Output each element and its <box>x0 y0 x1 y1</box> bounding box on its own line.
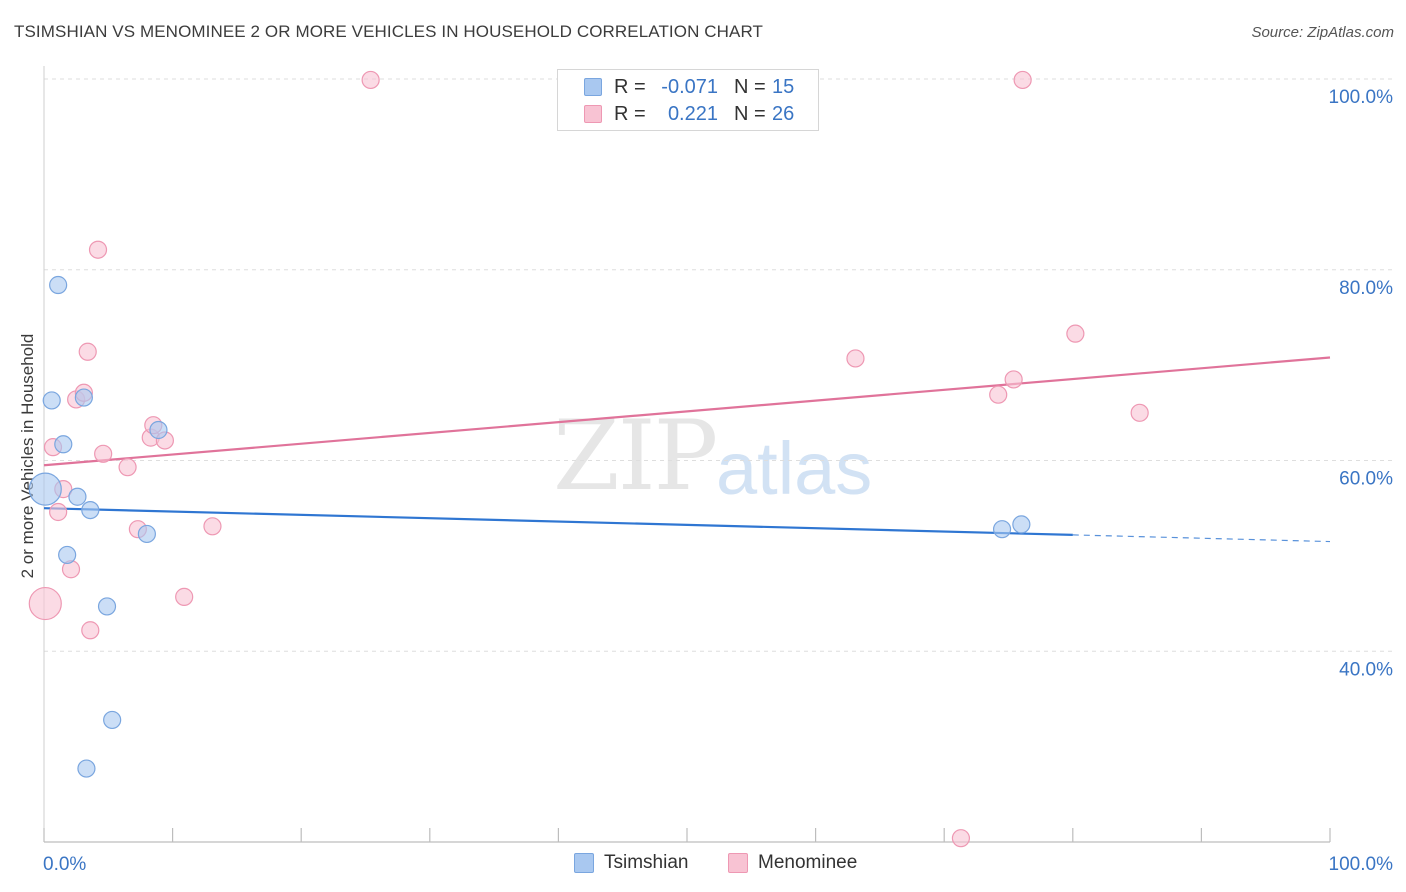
data-point-menominee <box>989 385 1008 404</box>
y-tick-label: 40.0% <box>1339 659 1393 680</box>
legend-swatch-tsimshian <box>574 853 594 873</box>
data-point-menominee <box>361 70 380 90</box>
data-point-menominee <box>846 349 865 368</box>
axes <box>43 66 1330 843</box>
legend-swatch-tsimshian <box>584 78 602 96</box>
y-tick-label: 100.0% <box>1329 87 1394 108</box>
data-point-menominee <box>88 240 108 259</box>
data-point-menominee <box>118 458 137 477</box>
x-tick-label: 0.0% <box>43 854 86 875</box>
data-point-tsimshian <box>28 472 62 506</box>
data-point-menominee <box>1013 70 1032 90</box>
data-point-tsimshian <box>58 545 77 565</box>
y-tick-label: 80.0% <box>1339 278 1393 299</box>
data-point-tsimshian <box>81 500 100 520</box>
data-points <box>28 70 1149 848</box>
data-point-menominee <box>1004 370 1023 389</box>
trend-line-extension <box>1072 534 1331 543</box>
x-tick-label: 100.0% <box>1329 854 1394 875</box>
x-tick-labels: 0.0% 100.0% <box>43 854 1393 875</box>
data-point-tsimshian <box>77 759 96 778</box>
legend-swatch-menominee <box>728 853 748 873</box>
trend-lines <box>43 356 1331 543</box>
legend-r-value: -0.071 <box>661 75 718 98</box>
watermark-atlas: atlas <box>716 427 873 510</box>
legend-r-label: R = <box>614 75 646 98</box>
grid-lines <box>44 78 1395 652</box>
data-point-tsimshian <box>1012 515 1031 534</box>
data-point-tsimshian <box>74 388 93 407</box>
legend-r-label: R = <box>614 102 646 125</box>
data-point-menominee <box>951 829 971 848</box>
series-legend: Tsimshian Menominee <box>0 852 1406 878</box>
y-tick-label: 60.0% <box>1339 469 1393 490</box>
data-point-tsimshian <box>68 487 87 506</box>
legend-item-menominee[interactable]: Menominee <box>728 852 857 874</box>
data-point-tsimshian <box>42 391 61 410</box>
data-point-tsimshian <box>97 597 117 616</box>
data-point-tsimshian <box>103 710 122 730</box>
legend-label-menominee: Menominee <box>758 852 858 873</box>
data-point-tsimshian <box>992 520 1012 539</box>
data-point-menominee <box>203 517 222 536</box>
legend-item-tsimshian[interactable]: Tsimshian <box>574 852 688 874</box>
data-point-menominee <box>1066 324 1085 343</box>
axis-ticks <box>43 828 1331 842</box>
data-point-menominee <box>28 586 62 621</box>
legend-swatch-menominee <box>584 105 602 123</box>
chart-title: TSIMSHIAN VS MENOMINEE 2 OR MORE VEHICLE… <box>14 22 764 41</box>
legend-n-value: 15 <box>772 75 795 98</box>
data-point-tsimshian <box>54 435 73 454</box>
legend-label-tsimshian: Tsimshian <box>604 852 689 873</box>
legend-n-label: N = <box>734 102 766 125</box>
data-point-tsimshian <box>49 275 68 295</box>
trend-line-tsimshian <box>43 507 1073 536</box>
data-point-menominee <box>94 444 113 463</box>
watermark-zip: ZIP <box>553 400 718 512</box>
data-point-tsimshian <box>137 524 156 544</box>
trend-line-menominee <box>43 356 1331 467</box>
legend-row-menominee: R = 0.221 N = 26 <box>584 101 794 127</box>
legend-n-value: 26 <box>772 102 795 125</box>
data-point-menominee <box>1130 403 1149 422</box>
y-tick-labels: 100.0% 80.0% 60.0% 40.0% <box>1329 87 1394 680</box>
data-point-menominee <box>81 621 100 640</box>
data-point-menominee <box>49 502 68 522</box>
legend-r-value: 0.221 <box>667 102 718 125</box>
legend-n-label: N = <box>734 75 766 98</box>
correlation-legend: R = -0.071 N = 15 R = 0.221 N = 26 <box>557 69 819 131</box>
data-point-menominee <box>78 342 97 361</box>
data-point-tsimshian <box>149 420 168 440</box>
legend-row-tsimshian: R = -0.071 N = 15 <box>584 74 794 100</box>
source-label: Source: ZipAtlas.com <box>1251 24 1394 41</box>
data-point-menominee <box>175 587 194 606</box>
